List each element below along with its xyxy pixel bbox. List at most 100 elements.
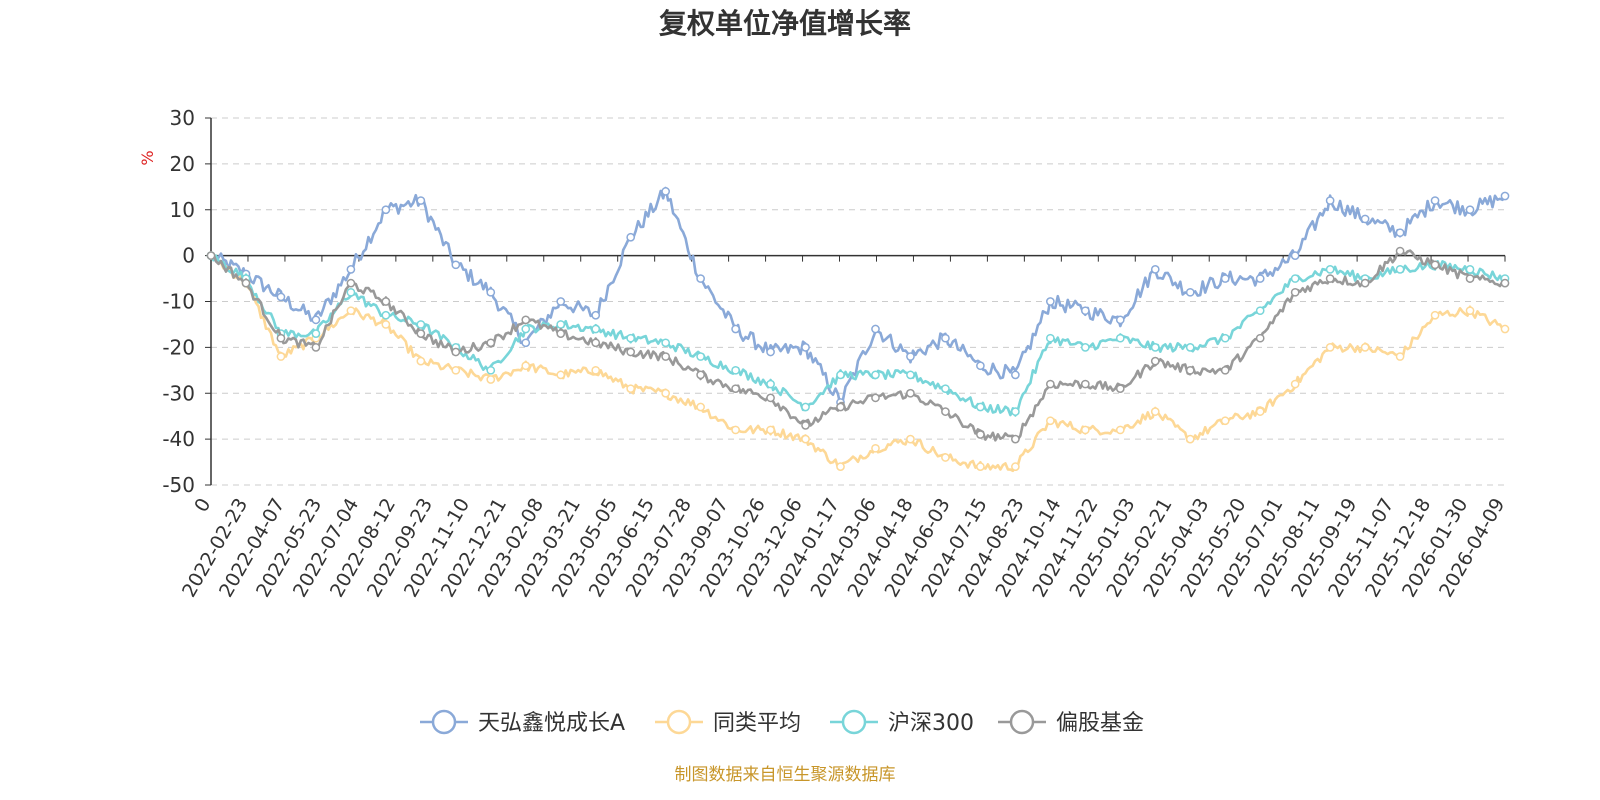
data-point-peer-average (1500, 324, 1510, 334)
data-point-csi300 (1395, 265, 1405, 274)
data-point-csi300 (696, 352, 705, 361)
data-point-equity-fund (836, 402, 845, 412)
data-point-csi300 (871, 370, 880, 380)
data-point-csi300 (381, 310, 391, 320)
data-point-peer-average (906, 434, 915, 444)
data-point-tianhong (941, 333, 950, 343)
data-point-peer-average (1395, 352, 1405, 361)
data-point-tianhong (626, 232, 636, 242)
data-point-peer-average (1115, 425, 1125, 435)
data-point-csi300 (1255, 306, 1265, 316)
data-point-equity-fund (766, 393, 775, 403)
data-point-tianhong (1080, 306, 1090, 316)
legend-item-tianhong: 天弘鑫悦成长A (420, 709, 625, 736)
data-point-peer-average (731, 425, 740, 435)
legend-item-equity-fund: 偏股基金 (998, 709, 1144, 736)
data-point-peer-average (871, 443, 880, 453)
y-tick-label: 0 (182, 244, 195, 268)
data-point-tianhong (801, 343, 810, 352)
data-point-peer-average (976, 462, 985, 471)
data-point-equity-fund (1465, 274, 1475, 283)
data-point-peer-average (1220, 416, 1230, 426)
data-point-tianhong (591, 310, 601, 320)
data-point-peer-average (1150, 407, 1160, 416)
data-point-csi300 (1080, 343, 1090, 352)
legend-item-csi300: 沪深300 (830, 709, 974, 736)
data-point-csi300 (766, 379, 775, 389)
data-point-csi300 (1046, 333, 1055, 343)
data-point-equity-fund (976, 430, 985, 439)
data-point-peer-average (1290, 379, 1300, 389)
data-point-peer-average (591, 365, 601, 375)
data-point-equity-fund (941, 407, 950, 416)
data-point-equity-fund (591, 338, 601, 348)
data-point-equity-fund (626, 347, 636, 357)
data-point-equity-fund (1046, 379, 1055, 389)
data-point-peer-average (486, 375, 496, 384)
x-tick-label: 0 (190, 495, 215, 516)
data-point-equity-fund (521, 315, 531, 325)
data-point-equity-fund (1430, 260, 1440, 270)
data-point-csi300 (1465, 265, 1475, 274)
data-point-tianhong (276, 292, 286, 302)
data-point-equity-fund (801, 421, 810, 430)
data-point-peer-average (381, 320, 391, 329)
data-point-tianhong (1430, 196, 1440, 205)
data-point-tianhong (731, 324, 740, 334)
data-point-csi300 (976, 402, 985, 412)
data-point-tianhong (1360, 214, 1370, 224)
data-point-equity-fund (1395, 246, 1405, 256)
data-point-equity-fund (1255, 333, 1265, 343)
data-point-csi300 (836, 370, 845, 380)
data-point-csi300 (346, 287, 356, 297)
chart-title: 复权单位净值增长率 (659, 7, 911, 40)
data-point-equity-fund (1500, 278, 1510, 288)
data-point-tianhong (1500, 191, 1510, 201)
data-point-peer-average (1080, 425, 1090, 435)
data-point-peer-average (801, 434, 810, 444)
legend-label: 沪深300 (888, 711, 974, 736)
data-point-peer-average (276, 352, 286, 361)
data-point-equity-fund (1150, 356, 1160, 366)
data-point-tianhong (696, 274, 705, 283)
data-point-equity-fund (696, 370, 705, 380)
data-point-peer-average (1360, 343, 1370, 352)
y-tick-label: 20 (170, 152, 195, 176)
data-point-equity-fund (1220, 365, 1230, 375)
data-point-tianhong (311, 315, 321, 325)
data-point-tianhong (1395, 228, 1405, 238)
source-note: 制图数据来自恒生聚源数据库 (675, 765, 896, 785)
data-point-csi300 (1325, 265, 1335, 274)
data-point-csi300 (521, 324, 531, 334)
series-line-csi300 (209, 254, 1506, 417)
y-tick-label: -10 (162, 290, 195, 314)
data-point-csi300 (941, 384, 950, 394)
data-point-peer-average (1046, 416, 1055, 426)
data-point-peer-average (1011, 462, 1020, 471)
data-point-peer-average (1325, 343, 1335, 352)
data-point-peer-average (451, 365, 461, 375)
data-point-csi300 (731, 365, 740, 375)
data-point-csi300 (591, 324, 601, 334)
series-layer (206, 186, 1510, 473)
y-tick-label: -20 (162, 335, 195, 359)
data-point-equity-fund (1185, 365, 1195, 375)
data-point-csi300 (1290, 274, 1300, 283)
data-point-tianhong (1046, 297, 1055, 306)
data-point-tianhong (1115, 315, 1125, 325)
y-tick-label: -50 (162, 473, 195, 497)
data-point-csi300 (1185, 343, 1195, 352)
data-point-equity-fund (1080, 379, 1090, 389)
data-point-equity-fund (346, 278, 356, 288)
data-point-tianhong (486, 287, 496, 297)
data-point-tianhong (1325, 196, 1335, 205)
data-point-csi300 (1011, 407, 1020, 416)
data-point-equity-fund (906, 388, 915, 398)
data-point-equity-fund (871, 393, 880, 403)
data-point-peer-average (766, 425, 775, 435)
data-point-tianhong (1220, 274, 1230, 283)
legend-marker (1009, 709, 1035, 735)
data-point-peer-average (1185, 434, 1195, 444)
legend-marker (841, 709, 867, 735)
y-tick-label: 10 (170, 198, 195, 222)
